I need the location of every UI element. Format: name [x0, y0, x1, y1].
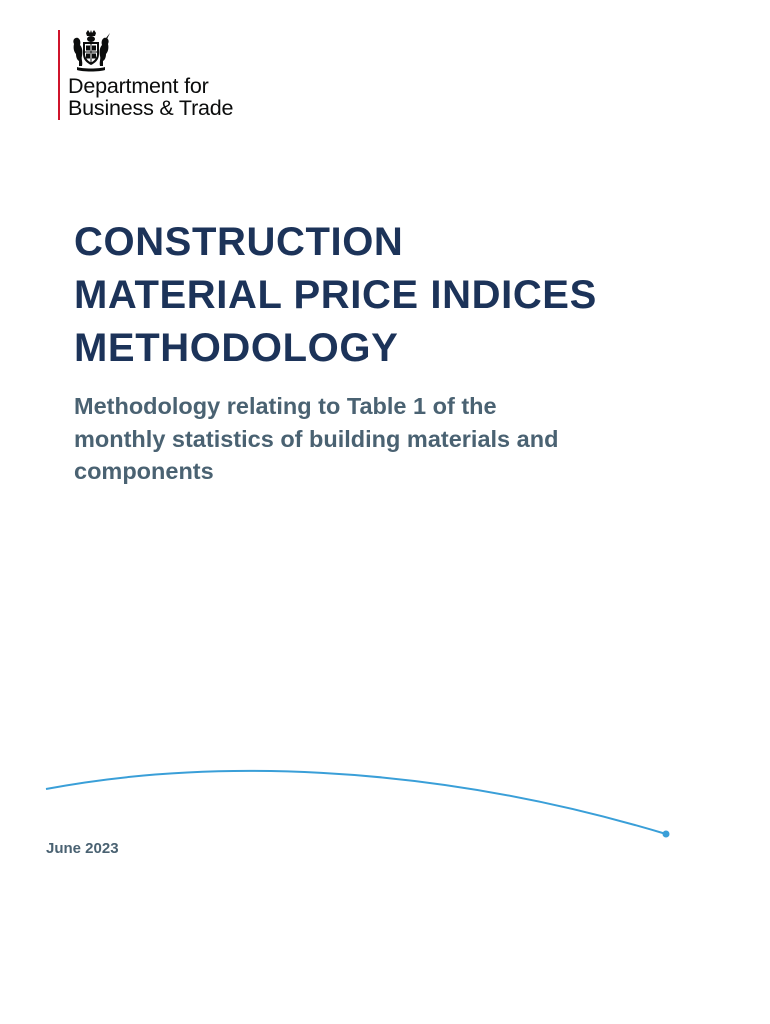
royal-coat-of-arms-icon — [73, 30, 110, 72]
decorative-arc — [45, 769, 670, 838]
subtitle-line-2: monthly statistics of building materials… — [74, 425, 559, 452]
department-name-line-2: Business & Trade — [68, 96, 234, 120]
decorative-arc-end-dot — [662, 830, 670, 838]
subtitle-line-3: components — [74, 458, 214, 484]
logo-red-rule — [58, 30, 60, 120]
decorative-arc-line — [45, 769, 667, 835]
publication-date: June 2023 — [46, 840, 119, 857]
title-line-2: MATERIAL PRICE INDICES — [74, 273, 597, 317]
department-name: Department for Business & Trade — [68, 74, 234, 120]
document-title: CONSTRUCTION MATERIAL PRICE INDICES METH… — [74, 216, 754, 375]
department-name-line-1: Department for — [68, 74, 209, 98]
title-line-3: METHODOLOGY — [74, 326, 399, 370]
subtitle-line-1: Methodology relating to Table 1 of the — [74, 393, 497, 419]
department-logo: Department for Business & Trade — [58, 30, 298, 122]
title-line-1: CONSTRUCTION — [74, 220, 404, 264]
document-subtitle: Methodology relating to Table 1 of the m… — [74, 390, 714, 488]
